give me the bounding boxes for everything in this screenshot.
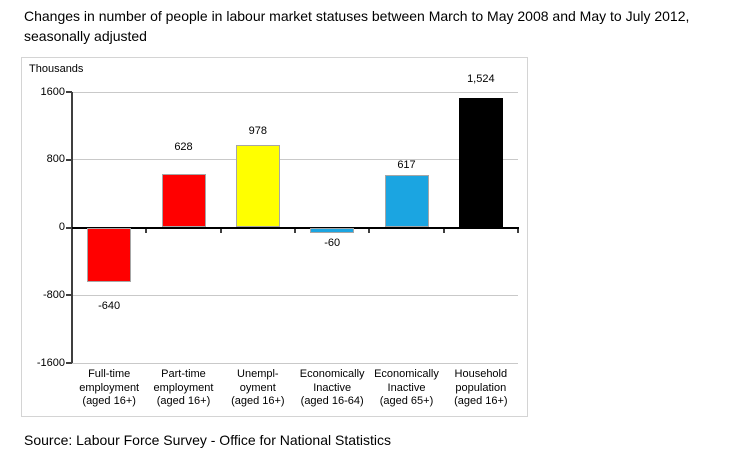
bar-economically-inactive-16-64: [310, 227, 355, 233]
category-label-line: population: [455, 381, 507, 394]
y-tick-label: 0: [58, 221, 65, 233]
bar-value-label-unemployment: 978: [248, 125, 267, 137]
y-axis-tick: [66, 226, 72, 229]
y-axis-tick: [66, 294, 72, 297]
y-axis-tick: [66, 362, 72, 364]
y-axis-tick: [66, 158, 72, 161]
x-axis-tick: [145, 228, 148, 233]
gridline--1600: [72, 362, 518, 364]
category-label-line: Full-time: [88, 368, 131, 380]
y-axis-tick: [66, 91, 72, 93]
category-label-line: (aged 65+): [379, 395, 434, 407]
category-label-line: Unempl-: [237, 368, 279, 380]
bar-value-label-economically-inactive-16-64: -60: [324, 237, 341, 249]
category-label-line: Inactive: [387, 381, 426, 394]
x-axis-tick: [219, 228, 222, 233]
category-label-line: Inactive: [313, 381, 352, 394]
y-tick-label: -800: [42, 288, 65, 301]
bar-value-label-full-time-employment: -640: [98, 300, 121, 312]
category-label-household-population: Household population (aged 16+): [441, 368, 521, 409]
category-label-unemployment: Unempl-oyment (aged 16+): [218, 368, 298, 409]
y-tick-label: -1600: [36, 356, 65, 369]
category-label-line: (aged 16+): [156, 395, 211, 407]
zero-line: [72, 226, 519, 229]
category-label-line: employment: [153, 381, 214, 394]
bar-value-label-economically-inactive-65-plus: 617: [397, 159, 416, 171]
category-label-line: (aged 16-64): [300, 395, 364, 407]
category-label-line: Household: [454, 368, 508, 380]
y-tick-label: 800: [46, 153, 65, 166]
x-axis-tick: [294, 228, 296, 233]
x-axis-tick: [442, 228, 445, 233]
gridline--800: [72, 294, 518, 296]
x-axis-tick: [517, 228, 519, 233]
category-label-line: Economically: [299, 368, 365, 380]
category-label-line: (aged 16+): [231, 395, 285, 407]
bar-economically-inactive-65-plus: [384, 175, 429, 228]
category-label-line: employment: [79, 381, 140, 394]
bar-household-population: [458, 98, 503, 228]
category-label-economically-inactive-16-64: Economically Inactive (aged 16-64): [292, 368, 372, 409]
source-note: Source: Labour Force Survey - Office for…: [24, 432, 392, 448]
x-axis-tick: [368, 228, 371, 233]
chart-title: Changes in number of people in labour ma…: [24, 8, 690, 44]
gridline-1600: [72, 91, 518, 93]
category-label-part-time-employment: Part-time employment (aged 16+): [143, 368, 223, 409]
category-label-economically-inactive-65-plus: Economically Inactive (aged 65+): [366, 368, 446, 409]
bar-full-time-employment: [87, 227, 132, 282]
category-label-full-time-employment: Full-time employment (aged 16+): [69, 368, 149, 409]
bar-unemployment: [235, 144, 280, 228]
bar-part-time-employment: [161, 174, 206, 228]
gridline-800: [72, 159, 518, 161]
y-axis-unit-label: Thousands: [29, 63, 84, 75]
category-label-line: oyment: [239, 381, 276, 394]
y-tick-label: 1600: [40, 85, 65, 98]
category-label-line: (aged 16+): [82, 395, 136, 407]
category-label-line: (aged 16+): [454, 395, 508, 407]
bar-value-label-household-population: 1,524: [467, 73, 495, 85]
category-label-line: Economically: [374, 368, 439, 380]
bar-value-label-part-time-employment: 628: [174, 141, 193, 153]
category-label-line: Part-time: [161, 368, 206, 380]
